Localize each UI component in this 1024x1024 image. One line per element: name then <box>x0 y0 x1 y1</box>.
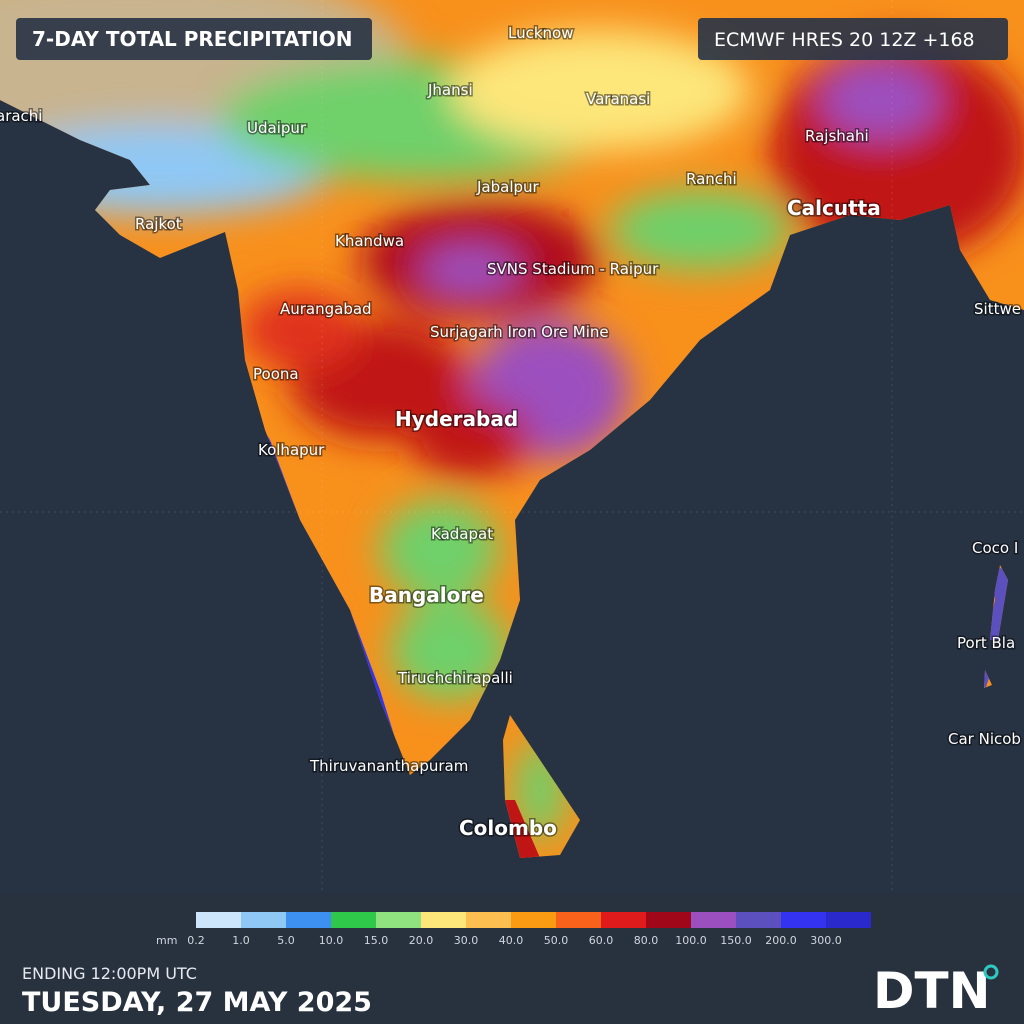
place: Tiruchchirapalli <box>397 669 513 687</box>
legend-swatch <box>466 912 511 928</box>
legend-label: 200.0 <box>765 934 797 947</box>
legend-swatch <box>556 912 601 928</box>
logo: DTN <box>873 962 990 1020</box>
legend-label: 20.0 <box>409 934 434 947</box>
title: 7-DAY TOTAL PRECIPITATION <box>32 27 353 51</box>
legend-label: 1.0 <box>232 934 250 947</box>
place: SVNS Stadium - Raipur <box>487 260 659 278</box>
place: Calcutta <box>787 196 881 220</box>
legend-label: 10.0 <box>319 934 344 947</box>
place-labels: arachi Lucknow Jhansi Varanasi Udaipur R… <box>0 23 1022 842</box>
legend-label: 15.0 <box>364 934 389 947</box>
place: Varanasi <box>586 90 650 108</box>
place: Rajkot <box>135 215 182 233</box>
place: Thiruvananthapuram <box>309 757 468 775</box>
title-box <box>16 18 372 60</box>
place: Hyderabad <box>395 407 518 431</box>
legend-label: 50.0 <box>544 934 569 947</box>
legend-label: 0.2 <box>187 934 205 947</box>
legend: 0.2 1.0 5.0 10.0 15.0 20.0 30.0 40.0 50.0 60.0 80.… <box>187 912 871 947</box>
legend-label: 150.0 <box>720 934 752 947</box>
place: Coco I <box>972 539 1018 557</box>
place: Khandwa <box>335 232 404 250</box>
legend-swatch <box>376 912 421 928</box>
legend-swatch <box>736 912 781 928</box>
legend-label: 100.0 <box>675 934 707 947</box>
legend-label: 300.0 <box>810 934 842 947</box>
place: Rajshahi <box>805 127 869 145</box>
legend-label: 30.0 <box>454 934 479 947</box>
legend-label: 40.0 <box>499 934 524 947</box>
place: Ranchi <box>686 170 737 188</box>
legend-swatch <box>241 912 286 928</box>
legend-swatch <box>691 912 736 928</box>
place: Colombo <box>459 816 557 840</box>
place: Port Bla <box>957 634 1015 652</box>
place: arachi <box>0 107 42 125</box>
logo-dot <box>983 964 999 980</box>
place: Sittwe <box>974 300 1021 318</box>
legend-swatch <box>511 912 556 928</box>
model-box <box>698 18 1008 60</box>
legend-swatch <box>601 912 646 928</box>
legend-swatch <box>421 912 466 928</box>
place: Kadapat <box>431 525 493 543</box>
place: Aurangabad <box>280 300 372 318</box>
ending-label: ENDING 12:00PM UTC <box>22 964 197 983</box>
legend-swatch <box>286 912 331 928</box>
place: Udaipur <box>247 119 307 137</box>
legend-swatch <box>826 912 871 928</box>
legend-swatch <box>781 912 826 928</box>
place: Surjagarh Iron Ore Mine <box>430 323 609 341</box>
place: Jabalpur <box>476 178 540 196</box>
legend-label: 5.0 <box>277 934 295 947</box>
place: Lucknow <box>508 24 574 42</box>
legend-label: 60.0 <box>589 934 614 947</box>
place: Jhansi <box>427 81 473 99</box>
legend-unit: mm <box>156 934 177 947</box>
legend-swatch <box>331 912 376 928</box>
place: Poona <box>253 365 299 383</box>
place: Kolhapur <box>258 441 325 459</box>
legend-label: 80.0 <box>634 934 659 947</box>
legend-swatch <box>196 912 241 928</box>
model-label: ECMWF HRES 20 12Z +168 <box>714 29 975 51</box>
date-label: TUESDAY, 27 MAY 2025 <box>22 987 372 1018</box>
place: Car Nicob <box>948 730 1021 748</box>
legend-swatch <box>646 912 691 928</box>
place: Bangalore <box>369 583 484 607</box>
